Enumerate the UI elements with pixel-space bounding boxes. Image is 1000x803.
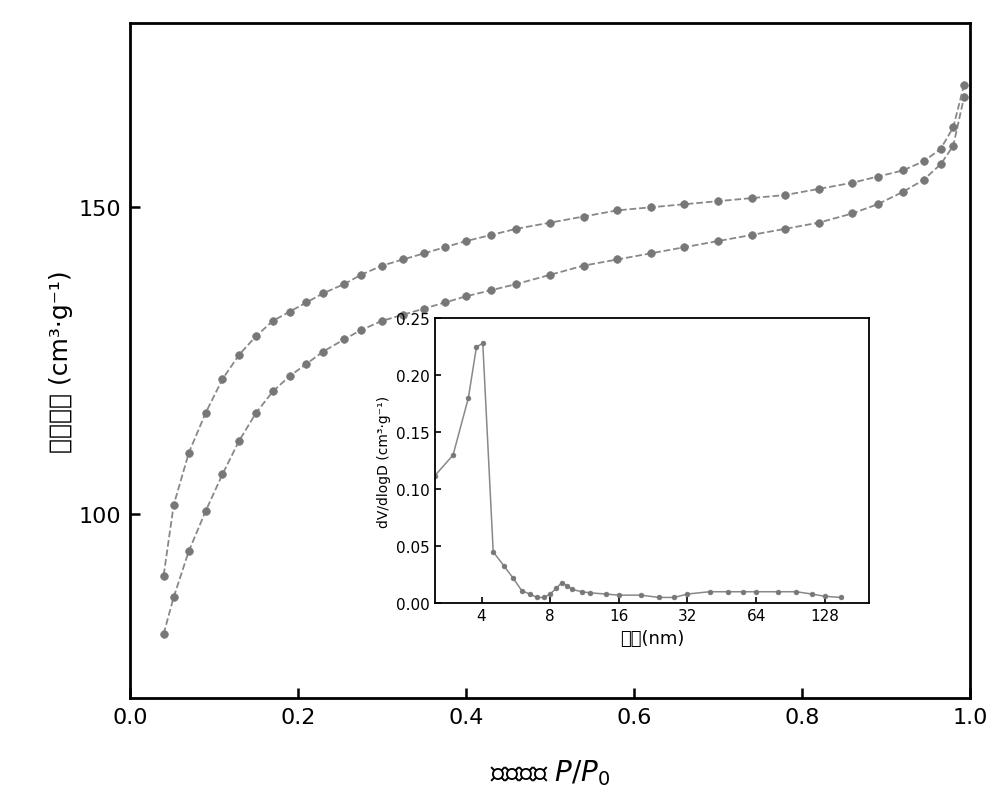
Y-axis label: dV/dlogD (cm³·g⁻¹): dV/dlogD (cm³·g⁻¹) xyxy=(377,395,391,527)
Text: 相对压力 $\mathit{P/P_0}$: 相对压力 $\mathit{P/P_0}$ xyxy=(490,757,610,787)
Y-axis label: 吸附体积 (cm³·g⁻¹): 吸附体积 (cm³·g⁻¹) xyxy=(49,270,73,453)
X-axis label: 孔径(nm): 孔径(nm) xyxy=(620,629,684,646)
